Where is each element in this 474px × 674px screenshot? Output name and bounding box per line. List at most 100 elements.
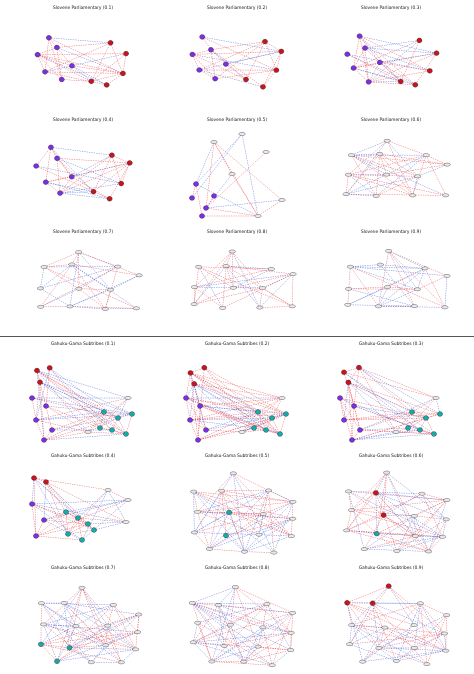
positive-edge [244, 613, 293, 662]
graph-node [37, 287, 43, 290]
graph-node [349, 623, 355, 626]
graph-node [127, 161, 132, 166]
graph-node [437, 412, 442, 417]
negative-edge [218, 605, 292, 613]
positive-edge [352, 406, 354, 440]
negative-edge [365, 48, 430, 71]
negative-edge [46, 406, 104, 412]
positive-edge [36, 382, 40, 420]
graph-node [256, 533, 262, 536]
negative-edge [373, 603, 379, 648]
graph-node [69, 63, 74, 68]
negative-edge [196, 134, 242, 184]
graph-node [191, 303, 197, 306]
positive-edge [197, 512, 209, 549]
positive-edge [348, 382, 352, 440]
negative-edge [198, 604, 267, 623]
positive-edge [211, 50, 215, 79]
graph-node [197, 68, 202, 73]
network-graph [316, 6, 466, 114]
graph-node [102, 307, 108, 310]
graph-node [349, 438, 354, 443]
positive-edge [380, 154, 447, 165]
positive-edge [363, 648, 379, 662]
positive-edge [192, 603, 212, 662]
graph-node [229, 250, 235, 253]
network-graph [162, 342, 312, 450]
graph-node [38, 602, 44, 605]
negative-edge [37, 370, 128, 398]
graph-node [414, 288, 420, 291]
positive-edge [107, 73, 123, 84]
negative-edge [72, 155, 112, 177]
negative-edge [192, 603, 267, 604]
positive-edge [194, 287, 222, 308]
positive-edge [34, 478, 78, 518]
negative-edge [193, 642, 224, 646]
graph-node [345, 173, 351, 176]
graph-node [118, 661, 124, 664]
graph-node [260, 84, 265, 89]
graph-node [417, 602, 423, 605]
positive-edge [349, 287, 388, 289]
graph-node [264, 602, 270, 605]
graph-node [279, 396, 285, 399]
negative-edge [111, 275, 140, 289]
negative-edge [244, 490, 268, 551]
negative-edge [32, 500, 128, 504]
graph-node [366, 80, 371, 85]
graph-node [373, 194, 379, 197]
graph-node [213, 76, 218, 81]
negative-edge [347, 603, 363, 662]
network-graph [162, 454, 312, 562]
positive-edge [112, 155, 121, 183]
graph-node [61, 601, 67, 604]
negative-edge [40, 267, 44, 288]
negative-edge [46, 182, 94, 191]
positive-edge [38, 55, 45, 72]
negative-edge [50, 368, 118, 418]
negative-edge [354, 406, 426, 418]
positive-edge [45, 72, 123, 74]
graph-node [73, 624, 79, 627]
negative-edge [36, 412, 104, 420]
positive-edge [401, 40, 420, 81]
graph-node [351, 404, 356, 409]
graph-node [243, 77, 248, 82]
positive-edge [420, 603, 446, 615]
network-panel: Gahuku-Gama Subtribes (0.7) [8, 566, 158, 674]
negative-edge [244, 536, 291, 552]
negative-edge [218, 587, 235, 605]
positive-edge [389, 251, 445, 307]
network-panel: Slovene Parliamentary (0.3) [316, 6, 466, 114]
positive-edge [36, 147, 51, 166]
negative-edge [72, 66, 91, 82]
graph-node [203, 206, 208, 211]
graph-node [37, 380, 42, 385]
graph-node [188, 370, 193, 375]
negative-edge [194, 492, 229, 513]
graph-node [288, 631, 294, 634]
positive-edge [190, 373, 280, 434]
negative-edge [72, 264, 111, 289]
graph-node [412, 534, 418, 537]
graph-node [203, 428, 208, 433]
negative-edge [233, 269, 271, 288]
negative-edge [348, 175, 376, 196]
negative-edge [352, 432, 396, 440]
graph-node [230, 286, 236, 289]
positive-edge [347, 603, 446, 651]
negative-edge [445, 276, 447, 307]
graph-node [393, 659, 399, 662]
graph-node [125, 498, 131, 501]
graph-node [187, 418, 192, 423]
negative-edge [346, 141, 387, 194]
graph-node [132, 648, 138, 651]
graph-node [105, 488, 111, 491]
positive-edge [379, 633, 445, 647]
network-panel: Slovene Parliamentary (0.9) [316, 230, 466, 338]
graph-node [337, 396, 342, 401]
negative-edge [82, 500, 128, 540]
graph-node [129, 412, 134, 417]
positive-edge [204, 368, 280, 434]
